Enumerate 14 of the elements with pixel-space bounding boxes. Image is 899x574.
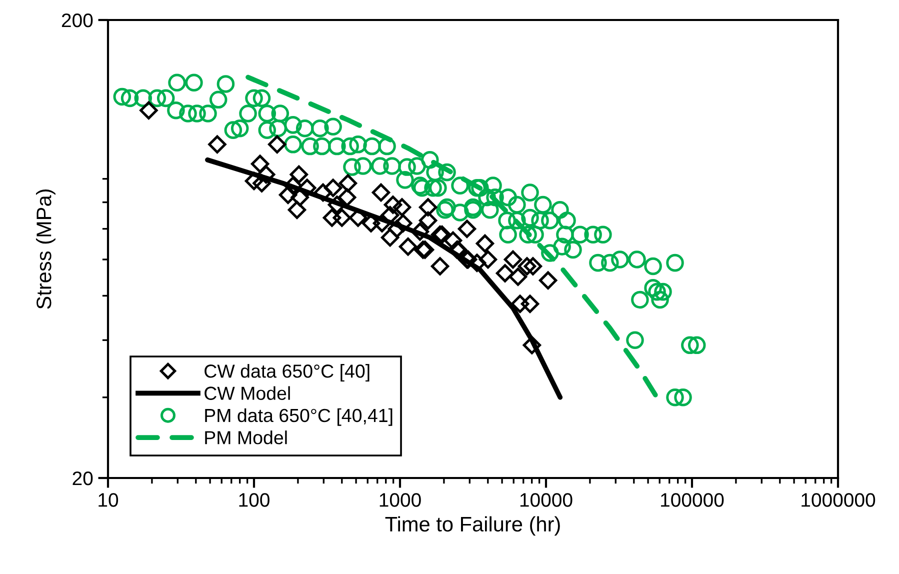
legend-label: CW data 650°C [40] (204, 364, 370, 382)
legend-label: PM Model (205, 430, 287, 444)
x-tick-label: 1000000 (802, 493, 876, 507)
x-axis-title: Time to Failure (hr) (385, 516, 560, 536)
x-tick-label: 10 (98, 493, 118, 507)
legend-label: CW Model (204, 386, 290, 400)
x-tick-label: 10000 (520, 493, 572, 507)
y-tick-label: 200 (62, 13, 93, 28)
y-tick-label: 20 (72, 471, 93, 486)
x-tick-label: 100 (239, 493, 270, 507)
x-tick-label: 100000 (661, 493, 724, 507)
legend-label: PM data 650°C [40,41] (205, 408, 392, 426)
x-tick-label: 1000 (380, 493, 421, 507)
y-axis-title: Stress (MPa) (36, 190, 56, 309)
